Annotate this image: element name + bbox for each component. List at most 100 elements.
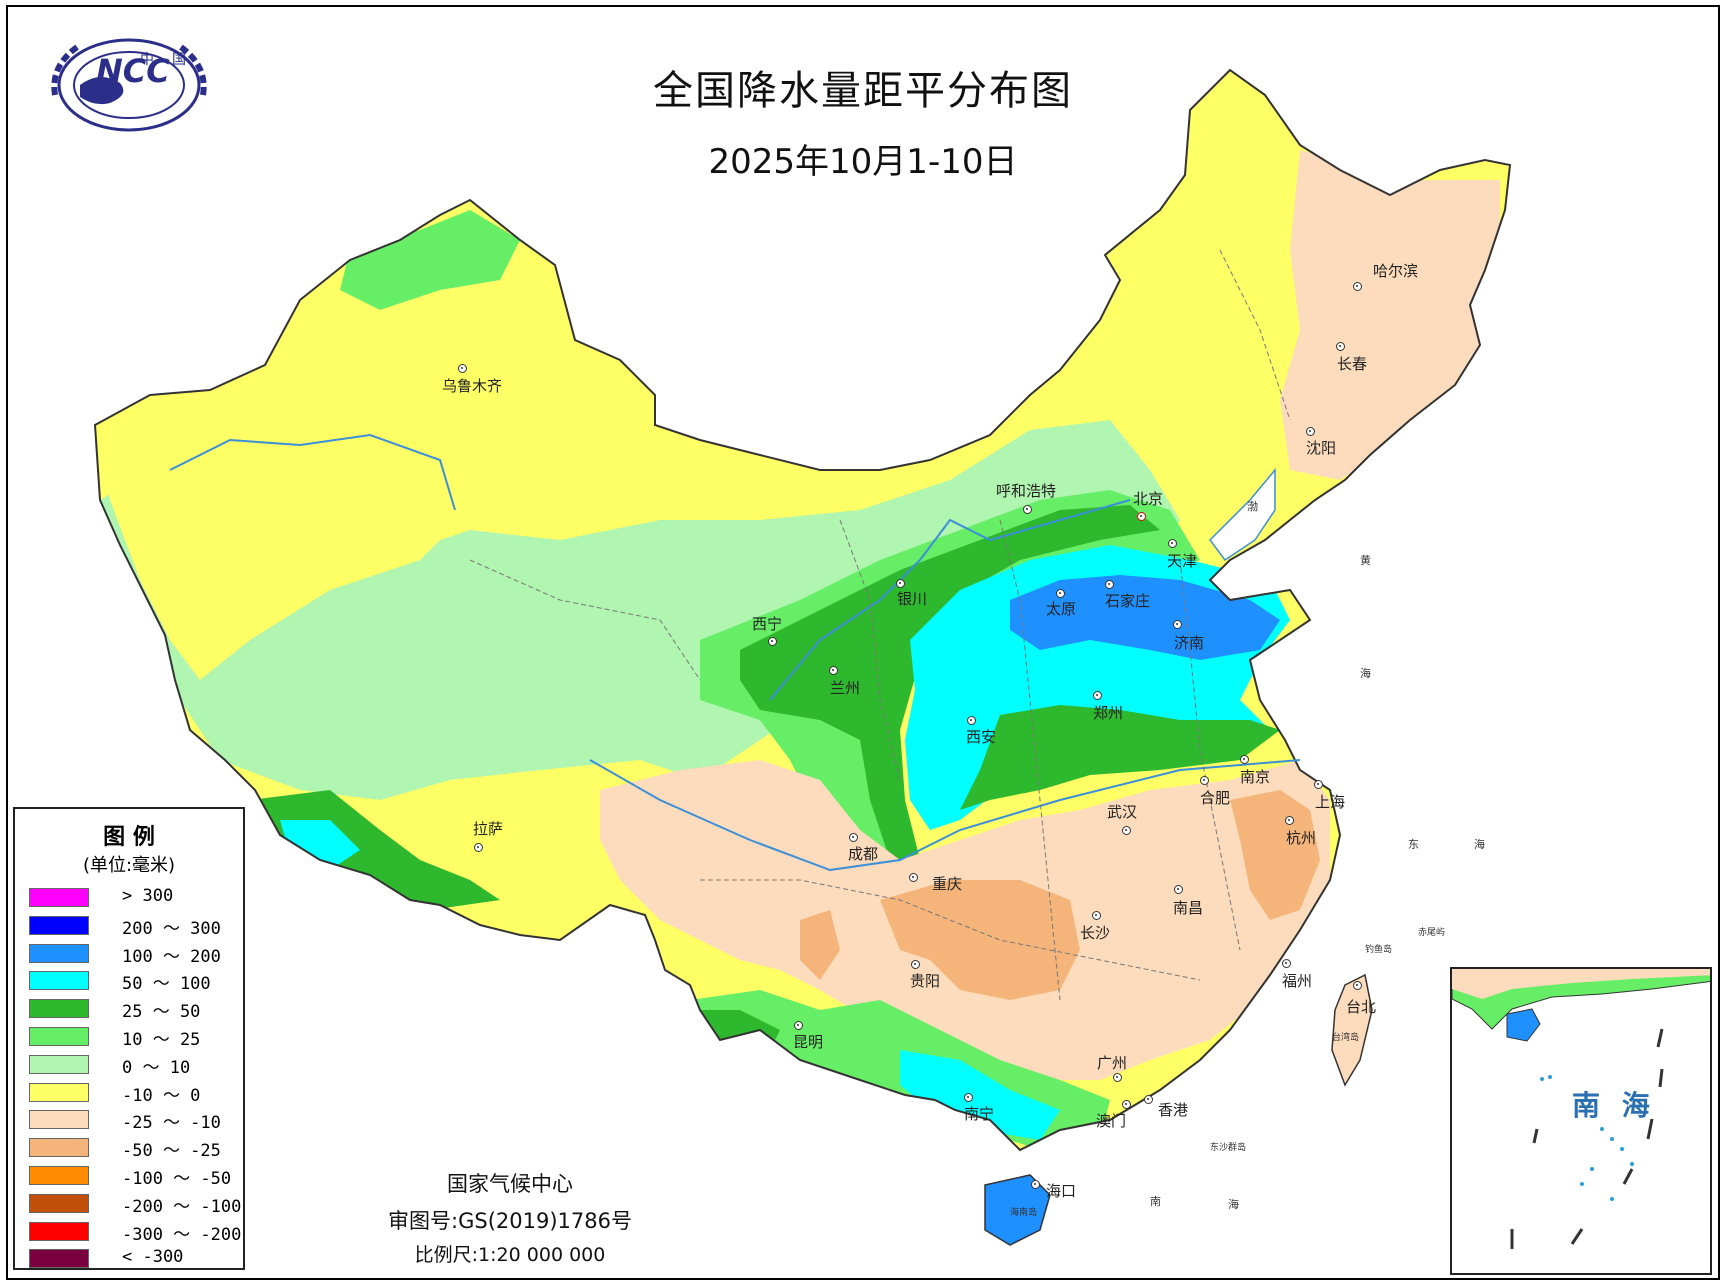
legend-swatch bbox=[29, 1082, 89, 1102]
legend-row: -50 ～ -25 bbox=[29, 1135, 239, 1161]
city-label: 呼和浩特 bbox=[996, 482, 1057, 500]
city-label: 兰州 bbox=[830, 679, 861, 697]
sea-label: 海 bbox=[1228, 1198, 1239, 1211]
city-dot bbox=[1168, 539, 1177, 548]
legend-label: -25 ～ -10 bbox=[122, 1113, 221, 1134]
legend-swatch bbox=[29, 971, 89, 991]
city-label: 天津 bbox=[1167, 552, 1198, 570]
city-dot bbox=[849, 833, 858, 842]
logo-acronym: NCC bbox=[96, 52, 170, 90]
legend-label: -200 ～ -100 bbox=[122, 1196, 242, 1217]
sea-label: 海 bbox=[1474, 838, 1485, 851]
city-label: 合肥 bbox=[1200, 789, 1231, 807]
legend-row: -300 ～ -200 bbox=[29, 1219, 242, 1245]
city-label: 海口 bbox=[1046, 1182, 1077, 1200]
sea-label: 东 bbox=[1408, 838, 1419, 851]
inset-map bbox=[1452, 969, 1710, 1249]
legend-swatch bbox=[29, 943, 89, 963]
city-dot bbox=[896, 579, 905, 588]
legend: 图 例 (单位:毫米) > 300 200 ～ 300 100 ～ 200 50 ～ … bbox=[13, 807, 245, 1270]
legend-label: 100 ～ 200 bbox=[122, 946, 221, 967]
legend-swatch bbox=[29, 1166, 89, 1185]
city-label: 长沙 bbox=[1080, 924, 1111, 942]
legend-swatch bbox=[29, 1221, 89, 1241]
legend-row: 10 ～ 25 bbox=[29, 1024, 239, 1050]
legend-row: < -300 bbox=[29, 1246, 239, 1272]
legend-swatch bbox=[29, 999, 89, 1019]
city-label: 福州 bbox=[1282, 972, 1313, 990]
city-dot bbox=[1285, 816, 1294, 825]
city-label: 南京 bbox=[1240, 768, 1271, 786]
city-label: 重庆 bbox=[932, 875, 963, 893]
city-label: 北京 bbox=[1133, 490, 1164, 508]
city-dot bbox=[768, 637, 777, 646]
city-label: 郑州 bbox=[1093, 704, 1124, 722]
legend-label: > 300 bbox=[122, 886, 174, 906]
city-dot bbox=[964, 1093, 973, 1102]
taiwan-island bbox=[1331, 973, 1373, 1087]
city-dot bbox=[1282, 959, 1291, 968]
legend-row: 0 ～ 10 bbox=[29, 1052, 239, 1078]
city-label: 广州 bbox=[1097, 1054, 1128, 1072]
ncc-emblem-icon bbox=[51, 38, 207, 132]
city-dot bbox=[794, 1021, 803, 1030]
legend-label: 50 ～ 100 bbox=[122, 974, 211, 995]
city-dot bbox=[1092, 911, 1101, 920]
legend-row: -25 ～ -10 bbox=[29, 1107, 239, 1133]
city-dot bbox=[829, 666, 838, 675]
city-dot bbox=[1200, 776, 1209, 785]
river-lines bbox=[169, 433, 1301, 872]
city-dot bbox=[1144, 1095, 1153, 1104]
city-label: 太原 bbox=[1046, 600, 1077, 618]
city-label: 银川 bbox=[897, 590, 928, 608]
city-dot bbox=[1336, 342, 1345, 351]
legend-row: -100 ～ -50 bbox=[29, 1163, 239, 1189]
city-dot bbox=[1306, 427, 1315, 436]
city-dot bbox=[1113, 1073, 1122, 1082]
legend-swatch bbox=[29, 915, 89, 935]
city-dot bbox=[1056, 589, 1065, 598]
sea-label: 渤 bbox=[1247, 500, 1258, 513]
legend-label: -300 ～ -200 bbox=[122, 1224, 242, 1245]
island-label: 台湾岛 bbox=[1332, 1033, 1360, 1043]
sea-label: 黄 bbox=[1360, 554, 1371, 567]
capital-star-icon bbox=[1137, 512, 1146, 521]
legend-row: 100 ～ 200 bbox=[29, 941, 239, 967]
city-dot bbox=[1353, 282, 1362, 291]
legend-label: -10 ～ 0 bbox=[122, 1085, 201, 1106]
island-label: 海南岛 bbox=[1010, 1208, 1038, 1218]
sea-label: 南 bbox=[1150, 1195, 1161, 1208]
island-label: 赤尾屿 bbox=[1418, 928, 1446, 938]
city-label: 乌鲁木齐 bbox=[442, 377, 503, 395]
legend-swatch bbox=[29, 888, 89, 907]
city-dot bbox=[458, 364, 467, 373]
legend-title: 图 例 bbox=[103, 825, 155, 850]
logo-top-text: 中国 bbox=[140, 52, 204, 68]
island-label: 钓鱼岛 bbox=[1365, 945, 1393, 955]
legend-unit: (单位:毫米) bbox=[82, 855, 176, 876]
legend-row: 200 ～ 300 bbox=[29, 913, 239, 939]
city-dot bbox=[909, 873, 918, 882]
city-label: 武汉 bbox=[1107, 803, 1138, 821]
city-label: 南昌 bbox=[1173, 899, 1204, 917]
city-label: 哈尔滨 bbox=[1373, 262, 1419, 280]
city-dot bbox=[967, 716, 976, 725]
ncc-logo: 中国 bbox=[40, 25, 218, 140]
legend-row: 25 ～ 50 bbox=[29, 996, 239, 1022]
island-label: 东沙群岛 bbox=[1210, 1143, 1247, 1153]
city-dot bbox=[1353, 981, 1362, 990]
footer-approval: 审图号:GS(2019)1786号 bbox=[388, 1209, 632, 1233]
city-dot bbox=[1122, 1100, 1131, 1109]
legend-row: 50 ～ 100 bbox=[29, 968, 239, 994]
city-label: 南宁 bbox=[964, 1105, 995, 1123]
city-label: 拉萨 bbox=[473, 820, 504, 838]
inset-label: 南 海 bbox=[1572, 1089, 1656, 1122]
city-label: 济南 bbox=[1174, 634, 1205, 652]
legend-label: 10 ～ 25 bbox=[122, 1030, 201, 1050]
city-label: 昆明 bbox=[793, 1033, 824, 1051]
city-label: 澳门 bbox=[1096, 1112, 1127, 1130]
map-frame bbox=[6, 5, 1720, 1280]
legend-swatch bbox=[29, 1193, 89, 1213]
city-label: 香港 bbox=[1158, 1101, 1189, 1119]
